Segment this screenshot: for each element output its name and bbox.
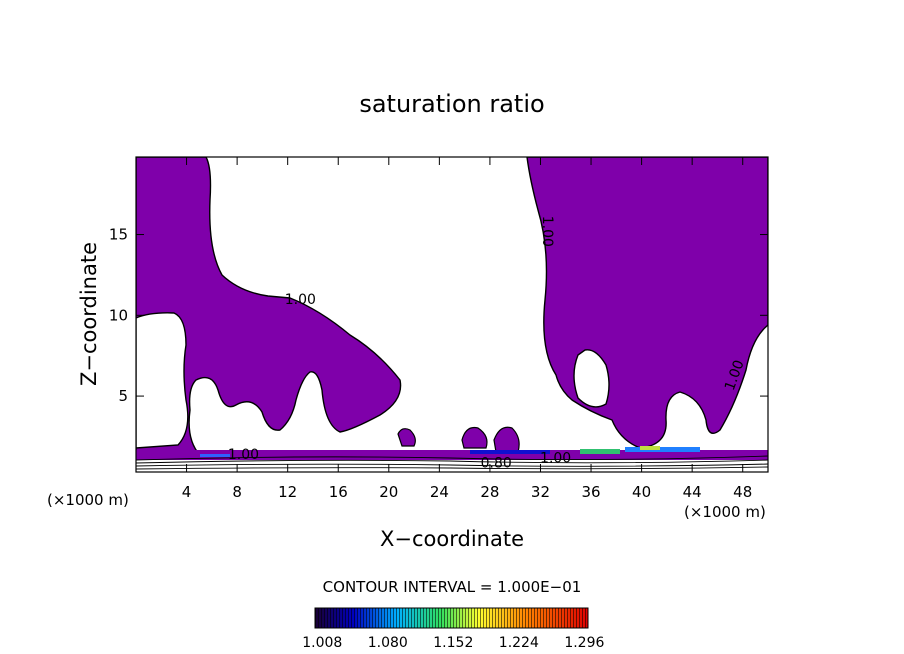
y-axis-ticks: 5 10 15 [109, 226, 768, 405]
blob-20 [397, 428, 416, 447]
x-axis-ticks: 4 8 12 16 20 24 28 32 36 40 44 48 [182, 157, 752, 501]
x-tick-label: 28 [480, 483, 499, 501]
blob-31 [493, 426, 520, 453]
contour-label: 0.80 [481, 455, 512, 471]
colorbar-tick-label: 1.080 [368, 635, 408, 651]
x-tick-label: 32 [531, 483, 550, 501]
y-axis-title: Z−coordinate [77, 242, 101, 386]
x-tick-label: 44 [683, 483, 702, 501]
y-tick-label: 15 [109, 226, 128, 244]
x-tick-label: 4 [182, 483, 192, 501]
supersaturated-region-left [136, 157, 402, 459]
colorbar-tick-label: 1.224 [499, 635, 539, 651]
x-tick-label: 12 [278, 483, 297, 501]
contour-interval-label: CONTOUR INTERVAL = 1.000E−01 [323, 578, 582, 596]
colorbar-tick-label: 1.008 [302, 635, 342, 651]
contour-label: 1.00 [540, 450, 571, 466]
x-tick-label: 40 [632, 483, 651, 501]
contour-field [136, 157, 768, 470]
y-tick-label: 10 [109, 306, 128, 324]
chart-title: saturation ratio [359, 90, 544, 118]
contour-label: 1.00 [228, 447, 259, 463]
ground-layer [136, 450, 768, 460]
colorbar-labels: 1.008 1.080 1.152 1.224 1.296 [302, 635, 604, 651]
x-axis-title: X−coordinate [380, 527, 524, 551]
x-tick-label: 24 [430, 483, 449, 501]
colorbar-tick-label: 1.152 [433, 635, 473, 651]
high-band-4 [640, 446, 660, 450]
y-axis-unit: (×1000 m) [47, 491, 129, 509]
contour-label: 1.00 [285, 292, 316, 308]
high-band-1 [470, 450, 550, 454]
x-tick-label: 48 [733, 483, 752, 501]
x-tick-label: 36 [581, 483, 600, 501]
supersaturated-region-right [526, 157, 768, 449]
y-tick-label: 5 [118, 387, 128, 405]
colorbar [314, 607, 589, 629]
colorbar-tick-label: 1.296 [564, 635, 604, 651]
blob-28 [461, 426, 488, 449]
x-tick-label: 16 [329, 483, 348, 501]
contour-label: 1.00 [539, 216, 555, 247]
high-band-2 [580, 449, 620, 454]
x-tick-label: 20 [379, 483, 398, 501]
plot-frame [135, 156, 769, 473]
high-band-3 [625, 447, 700, 452]
surface-contours [136, 455, 768, 470]
x-tick-label: 8 [232, 483, 242, 501]
high-band-5 [200, 454, 230, 457]
x-axis-unit: (×1000 m) [684, 503, 766, 521]
